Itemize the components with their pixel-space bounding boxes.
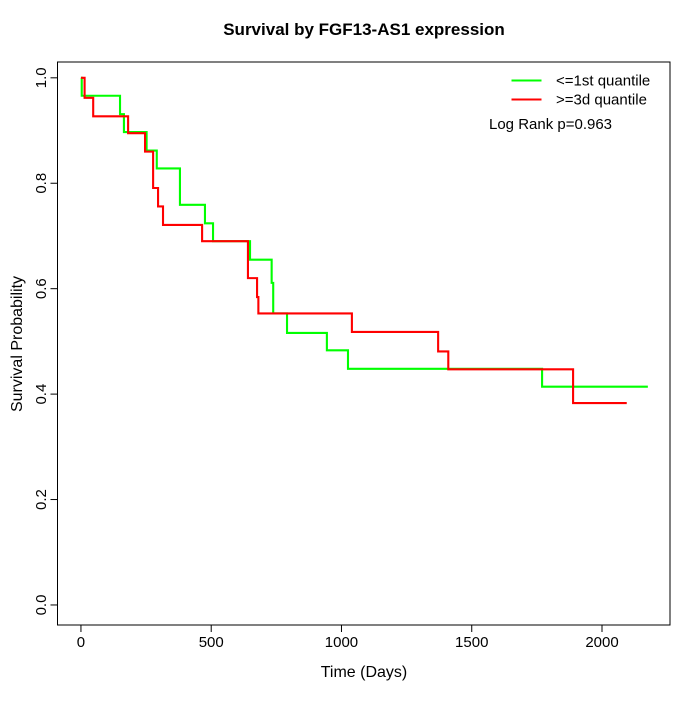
y-tick-label: 0.2 xyxy=(33,489,50,510)
x-tick-label: 1000 xyxy=(325,634,358,651)
x-tick-label: 2000 xyxy=(585,634,618,651)
x-tick-label: 0 xyxy=(77,634,85,651)
survival-curve-red xyxy=(80,76,627,405)
legend-label-first-quantile: <=1st quantile xyxy=(556,73,650,90)
y-tick-label: 0.4 xyxy=(33,384,50,405)
y-tick-label: 1.0 xyxy=(33,67,50,88)
y-tick-label: 0.0 xyxy=(33,595,50,616)
legend-label-third-quantile: >=3d quantile xyxy=(556,92,647,109)
chart-title: Survival by FGF13-AS1 expression xyxy=(223,20,505,39)
log-rank-annotation: Log Rank p=0.963 xyxy=(489,116,612,133)
x-axis-label: Time (Days) xyxy=(321,664,408,681)
y-tick-label: 0.8 xyxy=(33,173,50,194)
x-tick-label: 500 xyxy=(199,634,224,651)
y-axis-label: Survival Probability xyxy=(9,276,26,412)
x-axis: 0 500 1000 1500 2000 xyxy=(77,625,619,651)
x-tick-label: 1500 xyxy=(455,634,488,651)
plot-border xyxy=(57,61,671,626)
y-tick-label: 0.6 xyxy=(33,278,50,299)
survival-curves xyxy=(80,76,648,405)
legend: <=1st quantile >=3d quantile Log Rank p=… xyxy=(489,73,650,134)
y-axis: 0.0 0.2 0.4 0.6 0.8 1.0 xyxy=(33,67,58,615)
